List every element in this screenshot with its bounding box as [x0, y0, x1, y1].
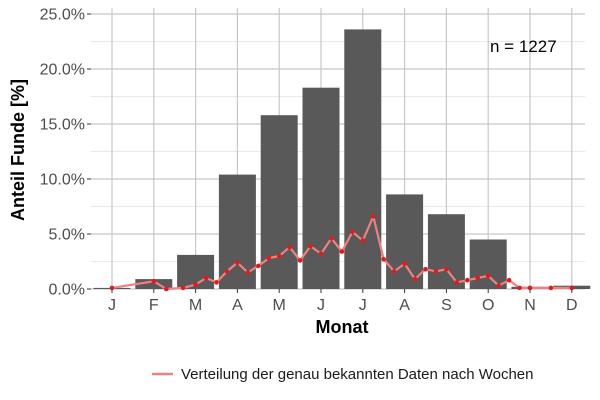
line-point — [454, 280, 460, 285]
bar — [427, 214, 465, 289]
line-point — [266, 255, 272, 261]
bar — [218, 174, 256, 289]
line-point — [485, 273, 491, 279]
line-point — [151, 279, 157, 284]
line-point — [287, 244, 292, 250]
line-point — [548, 285, 554, 291]
line-point — [444, 266, 449, 272]
x-tick-label: D — [566, 297, 578, 314]
x-tick-label: J — [108, 297, 116, 314]
x-tick-label: N — [524, 297, 536, 314]
line-point — [297, 258, 303, 263]
line-point — [350, 229, 355, 235]
line-point — [318, 251, 324, 257]
y-axis-ticks: 0.0% 5.0% 10.0% 15.0% 20.0% 25.0% — [40, 7, 91, 299]
line-point — [339, 249, 345, 254]
line-point — [475, 275, 481, 281]
line-point — [402, 261, 407, 267]
x-tick-label: A — [232, 297, 243, 314]
legend-label: Verteilung der genau bekannten Daten nac… — [181, 366, 534, 383]
line-point — [391, 269, 397, 274]
line-point — [180, 285, 186, 291]
bar — [135, 279, 173, 289]
y-tick-label: 5.0% — [49, 227, 85, 244]
x-tick-label: A — [399, 297, 410, 314]
line-point — [224, 269, 230, 274]
line-point — [245, 270, 251, 275]
y-tick-label: 10.0% — [40, 172, 85, 189]
line-point — [360, 238, 366, 243]
line-point — [109, 285, 115, 291]
line-point — [465, 277, 470, 283]
line-point — [214, 280, 219, 285]
line-series — [109, 214, 575, 292]
line-point — [203, 275, 209, 281]
x-tick-label: M — [189, 297, 202, 314]
x-tick-label: M — [273, 297, 286, 314]
line-point — [193, 282, 198, 287]
x-tick-label: J — [359, 297, 367, 314]
line-point — [433, 269, 439, 274]
line-point — [569, 285, 575, 291]
line-point — [517, 285, 522, 291]
y-tick-label: 0.0% — [49, 282, 85, 299]
y-tick-label: 15.0% — [40, 117, 85, 134]
x-axis-title: Monat — [316, 317, 369, 337]
y-tick-label: 20.0% — [40, 62, 85, 79]
legend: Verteilung der genau bekannten Daten nac… — [152, 366, 534, 383]
line-point — [308, 243, 313, 249]
x-tick-label: J — [317, 297, 325, 314]
line-point — [276, 253, 282, 259]
annotation-n: n = 1227 — [490, 37, 557, 56]
x-tick-label: O — [482, 297, 494, 314]
line-point — [255, 263, 261, 269]
bar — [344, 29, 382, 290]
line-point — [164, 286, 169, 292]
line-point — [329, 236, 334, 241]
line-point — [235, 260, 240, 265]
y-tick-label: 25.0% — [40, 7, 85, 24]
x-tick-label: F — [149, 297, 159, 314]
y-axis-title: Anteil Funde [%] — [8, 79, 28, 221]
x-tick-label: S — [441, 297, 452, 314]
bar — [260, 115, 298, 289]
line-point — [506, 277, 512, 283]
bar — [302, 87, 340, 289]
bar — [469, 239, 507, 289]
line-point — [423, 266, 428, 272]
line-point — [412, 276, 418, 282]
line-point — [496, 283, 501, 289]
line-point — [381, 257, 387, 262]
line-point — [371, 214, 376, 219]
bar — [386, 194, 424, 289]
line-point — [527, 285, 533, 291]
